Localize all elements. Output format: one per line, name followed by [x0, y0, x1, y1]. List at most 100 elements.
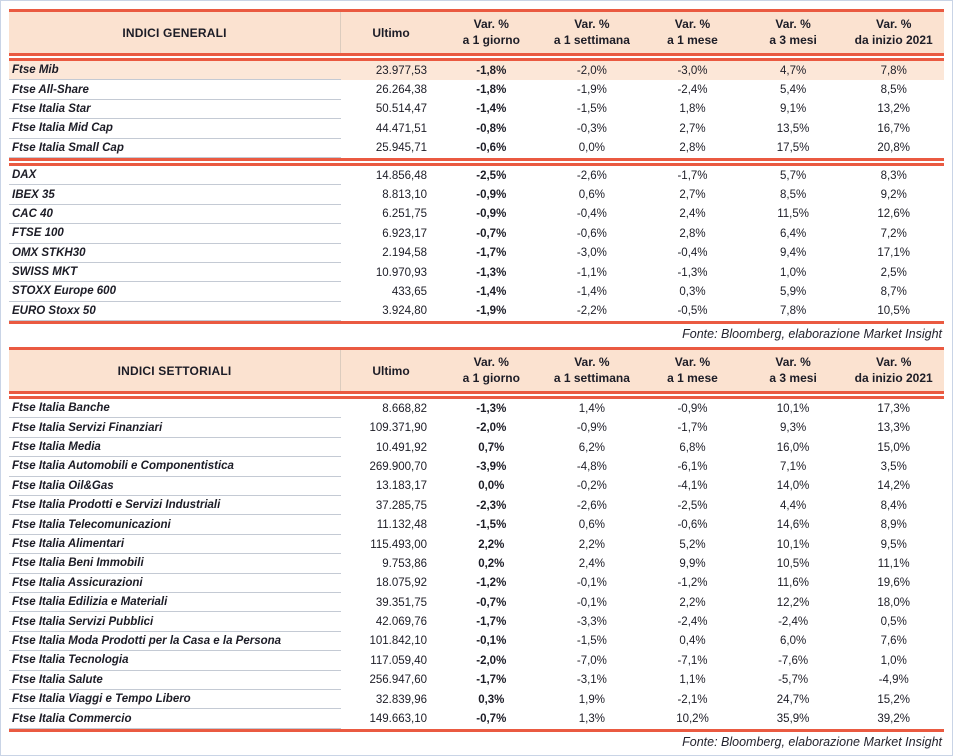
- index-name: Ftse Italia Prodotti e Servizi Industria…: [9, 496, 341, 516]
- var-value-3: 7,8%: [779, 305, 807, 318]
- ultimo-value: 14.856,48: [375, 169, 427, 182]
- var-header-line1: Var. %: [775, 16, 811, 31]
- ultimo-value: 256.947,60: [369, 674, 427, 687]
- index-name: Ftse Italia Edilizia e Materiali: [9, 593, 341, 613]
- var-header-line2: da inizio 2021: [854, 33, 933, 47]
- var-value-0: 0,0%: [478, 480, 505, 493]
- var-value-3: -5,7%: [778, 674, 809, 687]
- var-value-3: 9,3%: [779, 422, 807, 435]
- var-value-1: -1,1%: [576, 266, 607, 279]
- var-value-2: 2,8%: [679, 227, 706, 240]
- index-name: STOXX Europe 600: [9, 282, 341, 302]
- var-value-0: -2,0%: [476, 422, 507, 435]
- var-value-1: -3,3%: [576, 616, 607, 629]
- var-value-1: -1,5%: [576, 635, 607, 648]
- ultimo-value: 23.977,53: [375, 64, 427, 77]
- ultimo-value: 269.900,70: [369, 460, 427, 473]
- var-value-3: 5,7%: [779, 169, 807, 182]
- var-value-4: 8,7%: [880, 285, 907, 298]
- var-value-2: 5,2%: [679, 538, 706, 551]
- var-value-2: -0,6%: [677, 519, 708, 532]
- index-name: Ftse Italia Small Cap: [9, 139, 341, 158]
- index-name: Ftse Italia Salute: [9, 671, 341, 690]
- var-value-4: 8,3%: [880, 169, 907, 182]
- var-value-0: -1,2%: [476, 577, 507, 590]
- var-value-4: 17,3%: [877, 402, 910, 415]
- table-row: Ftse Italia Automobili e Componentistica…: [9, 457, 944, 477]
- var-value-1: 2,2%: [578, 538, 605, 551]
- var-value-3: 16,0%: [776, 441, 810, 454]
- var-value-1: -0,2%: [576, 480, 607, 493]
- var-value-1: -3,1%: [576, 674, 607, 687]
- ultimo-value: 115.493,00: [370, 538, 427, 551]
- table-row: Ftse Italia Assicurazioni 18.075,92 -1,2% -…: [9, 574, 944, 593]
- table-title: INDICI GENERALI: [9, 12, 341, 53]
- var-value-2: -2,5%: [677, 499, 708, 512]
- var-value-3: 10,1%: [776, 402, 810, 415]
- var-value-3: 9,1%: [779, 103, 807, 116]
- var-value-3: 5,9%: [779, 285, 807, 298]
- table-row: Ftse Italia Telecomunicazioni 11.132,48 -1…: [9, 515, 944, 535]
- var-value-1: -2,0%: [576, 64, 607, 77]
- var-value-4: 15,0%: [877, 441, 910, 454]
- column-header-var-0: Var. % a 1 giorno: [441, 17, 542, 47]
- var-value-2: -2,1%: [677, 693, 708, 706]
- var-value-2: 6,8%: [679, 441, 706, 454]
- var-header-line1: Var. %: [674, 16, 711, 31]
- var-header-line2: a 1 giorno: [462, 371, 520, 386]
- index-name: Ftse Italia Oil&Gas: [9, 477, 341, 497]
- ultimo-value: 9.753,86: [382, 557, 427, 570]
- var-value-4: 8,4%: [880, 499, 907, 512]
- table-row: Ftse Italia Oil&Gas 13.183,17 0,0% -0,2% -4,…: [9, 477, 944, 497]
- table-row: Ftse Italia Tecnologia 117.059,40 -2,0% -7,…: [9, 651, 944, 671]
- var-value-2: -4,1%: [677, 480, 708, 493]
- var-value-2: 2,7%: [679, 122, 706, 135]
- var-value-0: -1,7%: [476, 247, 507, 260]
- var-value-1: -1,4%: [576, 285, 607, 298]
- var-value-0: -0,9%: [476, 189, 507, 202]
- var-value-4: 19,6%: [877, 577, 910, 590]
- column-header-ultimo: Ultimo: [372, 363, 410, 378]
- var-value-0: -1,8%: [476, 64, 507, 77]
- table-body: Ftse Italia Banche 8.668,82 -1,3% 1,4% -0,9%…: [9, 399, 944, 729]
- ultimo-value: 25.945,71: [375, 142, 427, 155]
- table-row: Ftse Mib 23.977,53 -1,8% -2,0% -3,0% 4,7% 7,8%: [9, 61, 944, 81]
- index-name: Ftse Italia Media: [9, 438, 341, 458]
- var-value-1: -0,4%: [576, 208, 607, 221]
- var-value-4: 8,5%: [880, 84, 907, 97]
- ultimo-value: 3.924,80: [382, 305, 427, 318]
- index-name: OMX STKH30: [9, 244, 341, 263]
- ultimo-value: 8.668,82: [382, 402, 427, 415]
- var-header-line1: Var. %: [574, 354, 610, 369]
- index-name: Ftse Italia Moda Prodotti per la Casa e …: [9, 632, 341, 652]
- var-value-1: 1,9%: [578, 693, 605, 706]
- ultimo-value: 433,65: [391, 285, 427, 298]
- var-value-2: -2,4%: [677, 84, 708, 97]
- var-value-2: 10,2%: [676, 713, 709, 726]
- var-value-2: 0,3%: [679, 285, 706, 298]
- var-value-4: 7,6%: [880, 635, 907, 648]
- var-header-line1: Var. %: [574, 16, 610, 31]
- var-value-0: -1,8%: [476, 84, 507, 97]
- source-note: Fonte: Bloomberg, elaborazione Market In…: [682, 327, 942, 342]
- var-value-0: -1,4%: [476, 103, 507, 116]
- var-value-2: -3,0%: [677, 64, 708, 77]
- var-value-1: -2,2%: [576, 305, 607, 318]
- var-value-3: 5,4%: [779, 84, 807, 97]
- index-name: Ftse Italia Telecomunicazioni: [9, 515, 341, 535]
- var-value-3: 1,0%: [779, 266, 807, 279]
- table-row: Ftse Italia Salute 256.947,60 -1,7% -3,1% 1,…: [9, 671, 944, 690]
- var-value-0: -0,7%: [476, 713, 507, 726]
- var-value-3: 14,0%: [776, 480, 810, 493]
- var-value-3: 4,7%: [779, 64, 807, 77]
- table-row: Ftse Italia Commercio 149.663,10 -0,7% 1,3%…: [9, 709, 944, 729]
- table-row: Ftse Italia Banche 8.668,82 -1,3% 1,4% -0,9%…: [9, 399, 944, 419]
- table-top-rule: [9, 9, 944, 12]
- var-value-4: 20,8%: [877, 142, 910, 155]
- var-value-3: 8,5%: [779, 189, 807, 202]
- var-value-2: 1,1%: [679, 674, 706, 687]
- column-header-var-4: Var. % da inizio 2021: [843, 355, 944, 385]
- table-row: Ftse Italia Media 10.491,92 0,7% 6,2% 6,8% 16…: [9, 438, 944, 458]
- ultimo-value: 13.183,17: [375, 480, 427, 493]
- var-value-3: 6,0%: [779, 635, 807, 648]
